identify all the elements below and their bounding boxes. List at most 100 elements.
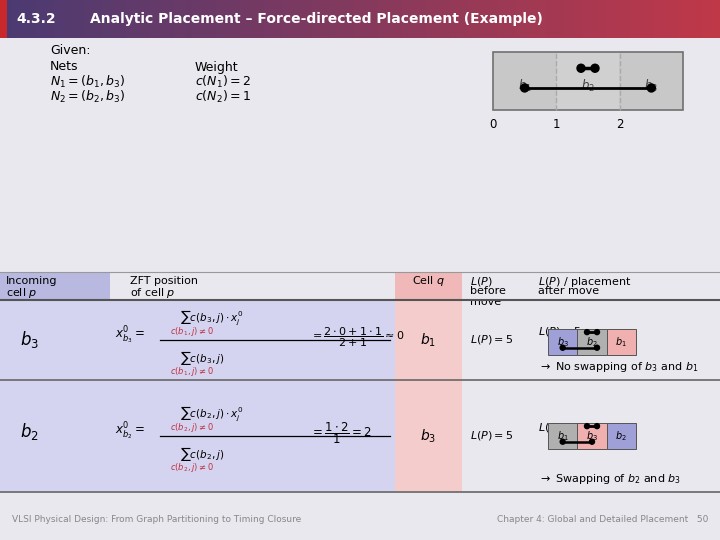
Text: $b_1$: $b_1$ bbox=[420, 332, 436, 349]
Text: $\sum c(b_2, j)\cdot x_j^0$: $\sum c(b_2, j)\cdot x_j^0$ bbox=[180, 404, 243, 423]
Text: $L(P)$: $L(P)$ bbox=[470, 275, 492, 288]
Bar bbox=[180, 0, 187, 38]
Bar bbox=[252, 0, 259, 38]
Bar bbox=[420, 0, 427, 38]
Bar bbox=[276, 0, 283, 38]
Text: $b_1$: $b_1$ bbox=[557, 429, 569, 443]
Text: Cell $q$: Cell $q$ bbox=[412, 274, 445, 288]
Bar bbox=[198, 0, 205, 38]
Bar bbox=[414, 0, 421, 38]
Bar bbox=[318, 0, 325, 38]
Bar bbox=[594, 0, 601, 38]
Bar bbox=[522, 0, 529, 38]
Circle shape bbox=[595, 345, 600, 350]
Text: $x_{b_3}^0 =$: $x_{b_3}^0 =$ bbox=[115, 324, 145, 346]
Text: Chapter 4: Global and Detailed Placement   50: Chapter 4: Global and Detailed Placement… bbox=[497, 516, 708, 524]
Circle shape bbox=[521, 84, 528, 92]
Circle shape bbox=[590, 439, 595, 444]
Text: $b_3$: $b_3$ bbox=[557, 335, 569, 349]
Text: after move: after move bbox=[538, 286, 599, 296]
Bar bbox=[336, 0, 343, 38]
Bar bbox=[612, 0, 619, 38]
Bar bbox=[642, 0, 649, 38]
Bar bbox=[312, 0, 319, 38]
Bar bbox=[577, 423, 607, 449]
Circle shape bbox=[595, 329, 600, 335]
Circle shape bbox=[585, 329, 590, 335]
Bar bbox=[494, 53, 555, 109]
Circle shape bbox=[560, 439, 565, 444]
Bar bbox=[570, 0, 577, 38]
Bar bbox=[90, 0, 97, 38]
Bar bbox=[0, 0, 7, 38]
Bar bbox=[30, 0, 37, 38]
Bar bbox=[540, 0, 547, 38]
Bar bbox=[42, 0, 49, 38]
Circle shape bbox=[591, 64, 599, 72]
Bar bbox=[557, 53, 618, 109]
Text: 2: 2 bbox=[616, 118, 624, 131]
Bar bbox=[0, 300, 395, 380]
Bar bbox=[126, 0, 133, 38]
Bar bbox=[552, 0, 559, 38]
Bar bbox=[354, 0, 361, 38]
Circle shape bbox=[647, 84, 655, 92]
Bar bbox=[516, 0, 523, 38]
Bar bbox=[300, 0, 307, 38]
Bar bbox=[12, 0, 19, 38]
Text: 4.3.2: 4.3.2 bbox=[16, 12, 55, 26]
Bar bbox=[450, 0, 457, 38]
Bar bbox=[18, 0, 25, 38]
Text: $N_1 = (b_1, b_3)$: $N_1 = (b_1, b_3)$ bbox=[50, 74, 125, 90]
Bar bbox=[78, 0, 85, 38]
Bar bbox=[36, 0, 43, 38]
Bar bbox=[576, 0, 583, 38]
Bar bbox=[600, 0, 607, 38]
Bar bbox=[264, 0, 271, 38]
Bar bbox=[270, 0, 277, 38]
Bar bbox=[360, 0, 367, 38]
Bar bbox=[474, 0, 481, 38]
Bar bbox=[108, 0, 115, 38]
Bar bbox=[621, 53, 682, 109]
Bar bbox=[486, 0, 493, 38]
Text: $b_1$: $b_1$ bbox=[518, 78, 531, 94]
Bar bbox=[498, 0, 505, 38]
Bar bbox=[102, 0, 109, 38]
Bar bbox=[240, 0, 247, 38]
Text: $\rightarrow$ No swapping of $b_3$ and $b_1$: $\rightarrow$ No swapping of $b_3$ and $… bbox=[538, 360, 698, 374]
Bar bbox=[234, 0, 241, 38]
Bar bbox=[96, 0, 103, 38]
Bar bbox=[6, 0, 13, 38]
Bar bbox=[548, 329, 577, 355]
Bar bbox=[432, 0, 439, 38]
Bar bbox=[438, 0, 445, 38]
Bar bbox=[678, 0, 685, 38]
Text: 1: 1 bbox=[552, 118, 560, 131]
Text: $b_3$: $b_3$ bbox=[586, 429, 598, 443]
Text: $c(b_2,j)\neq 0$: $c(b_2,j)\neq 0$ bbox=[170, 462, 214, 475]
Bar bbox=[702, 0, 709, 38]
Bar bbox=[24, 0, 31, 38]
Circle shape bbox=[595, 423, 600, 429]
Text: $\sum c(b_3, j)$: $\sum c(b_3, j)$ bbox=[180, 349, 225, 367]
Bar bbox=[156, 0, 163, 38]
Bar bbox=[588, 0, 595, 38]
Text: $b_2$: $b_2$ bbox=[20, 421, 39, 442]
Bar bbox=[390, 0, 397, 38]
Text: Incoming: Incoming bbox=[6, 276, 58, 286]
Text: 0: 0 bbox=[490, 118, 497, 131]
Circle shape bbox=[560, 345, 565, 350]
Bar bbox=[168, 0, 175, 38]
Bar bbox=[708, 0, 715, 38]
Bar bbox=[684, 0, 691, 38]
Bar bbox=[618, 0, 625, 38]
Bar bbox=[192, 0, 199, 38]
Bar bbox=[84, 0, 91, 38]
Bar bbox=[534, 0, 541, 38]
Text: $b_3$: $b_3$ bbox=[644, 78, 658, 94]
Bar bbox=[408, 0, 415, 38]
Bar bbox=[228, 0, 235, 38]
Bar bbox=[222, 0, 229, 38]
Bar bbox=[462, 0, 469, 38]
